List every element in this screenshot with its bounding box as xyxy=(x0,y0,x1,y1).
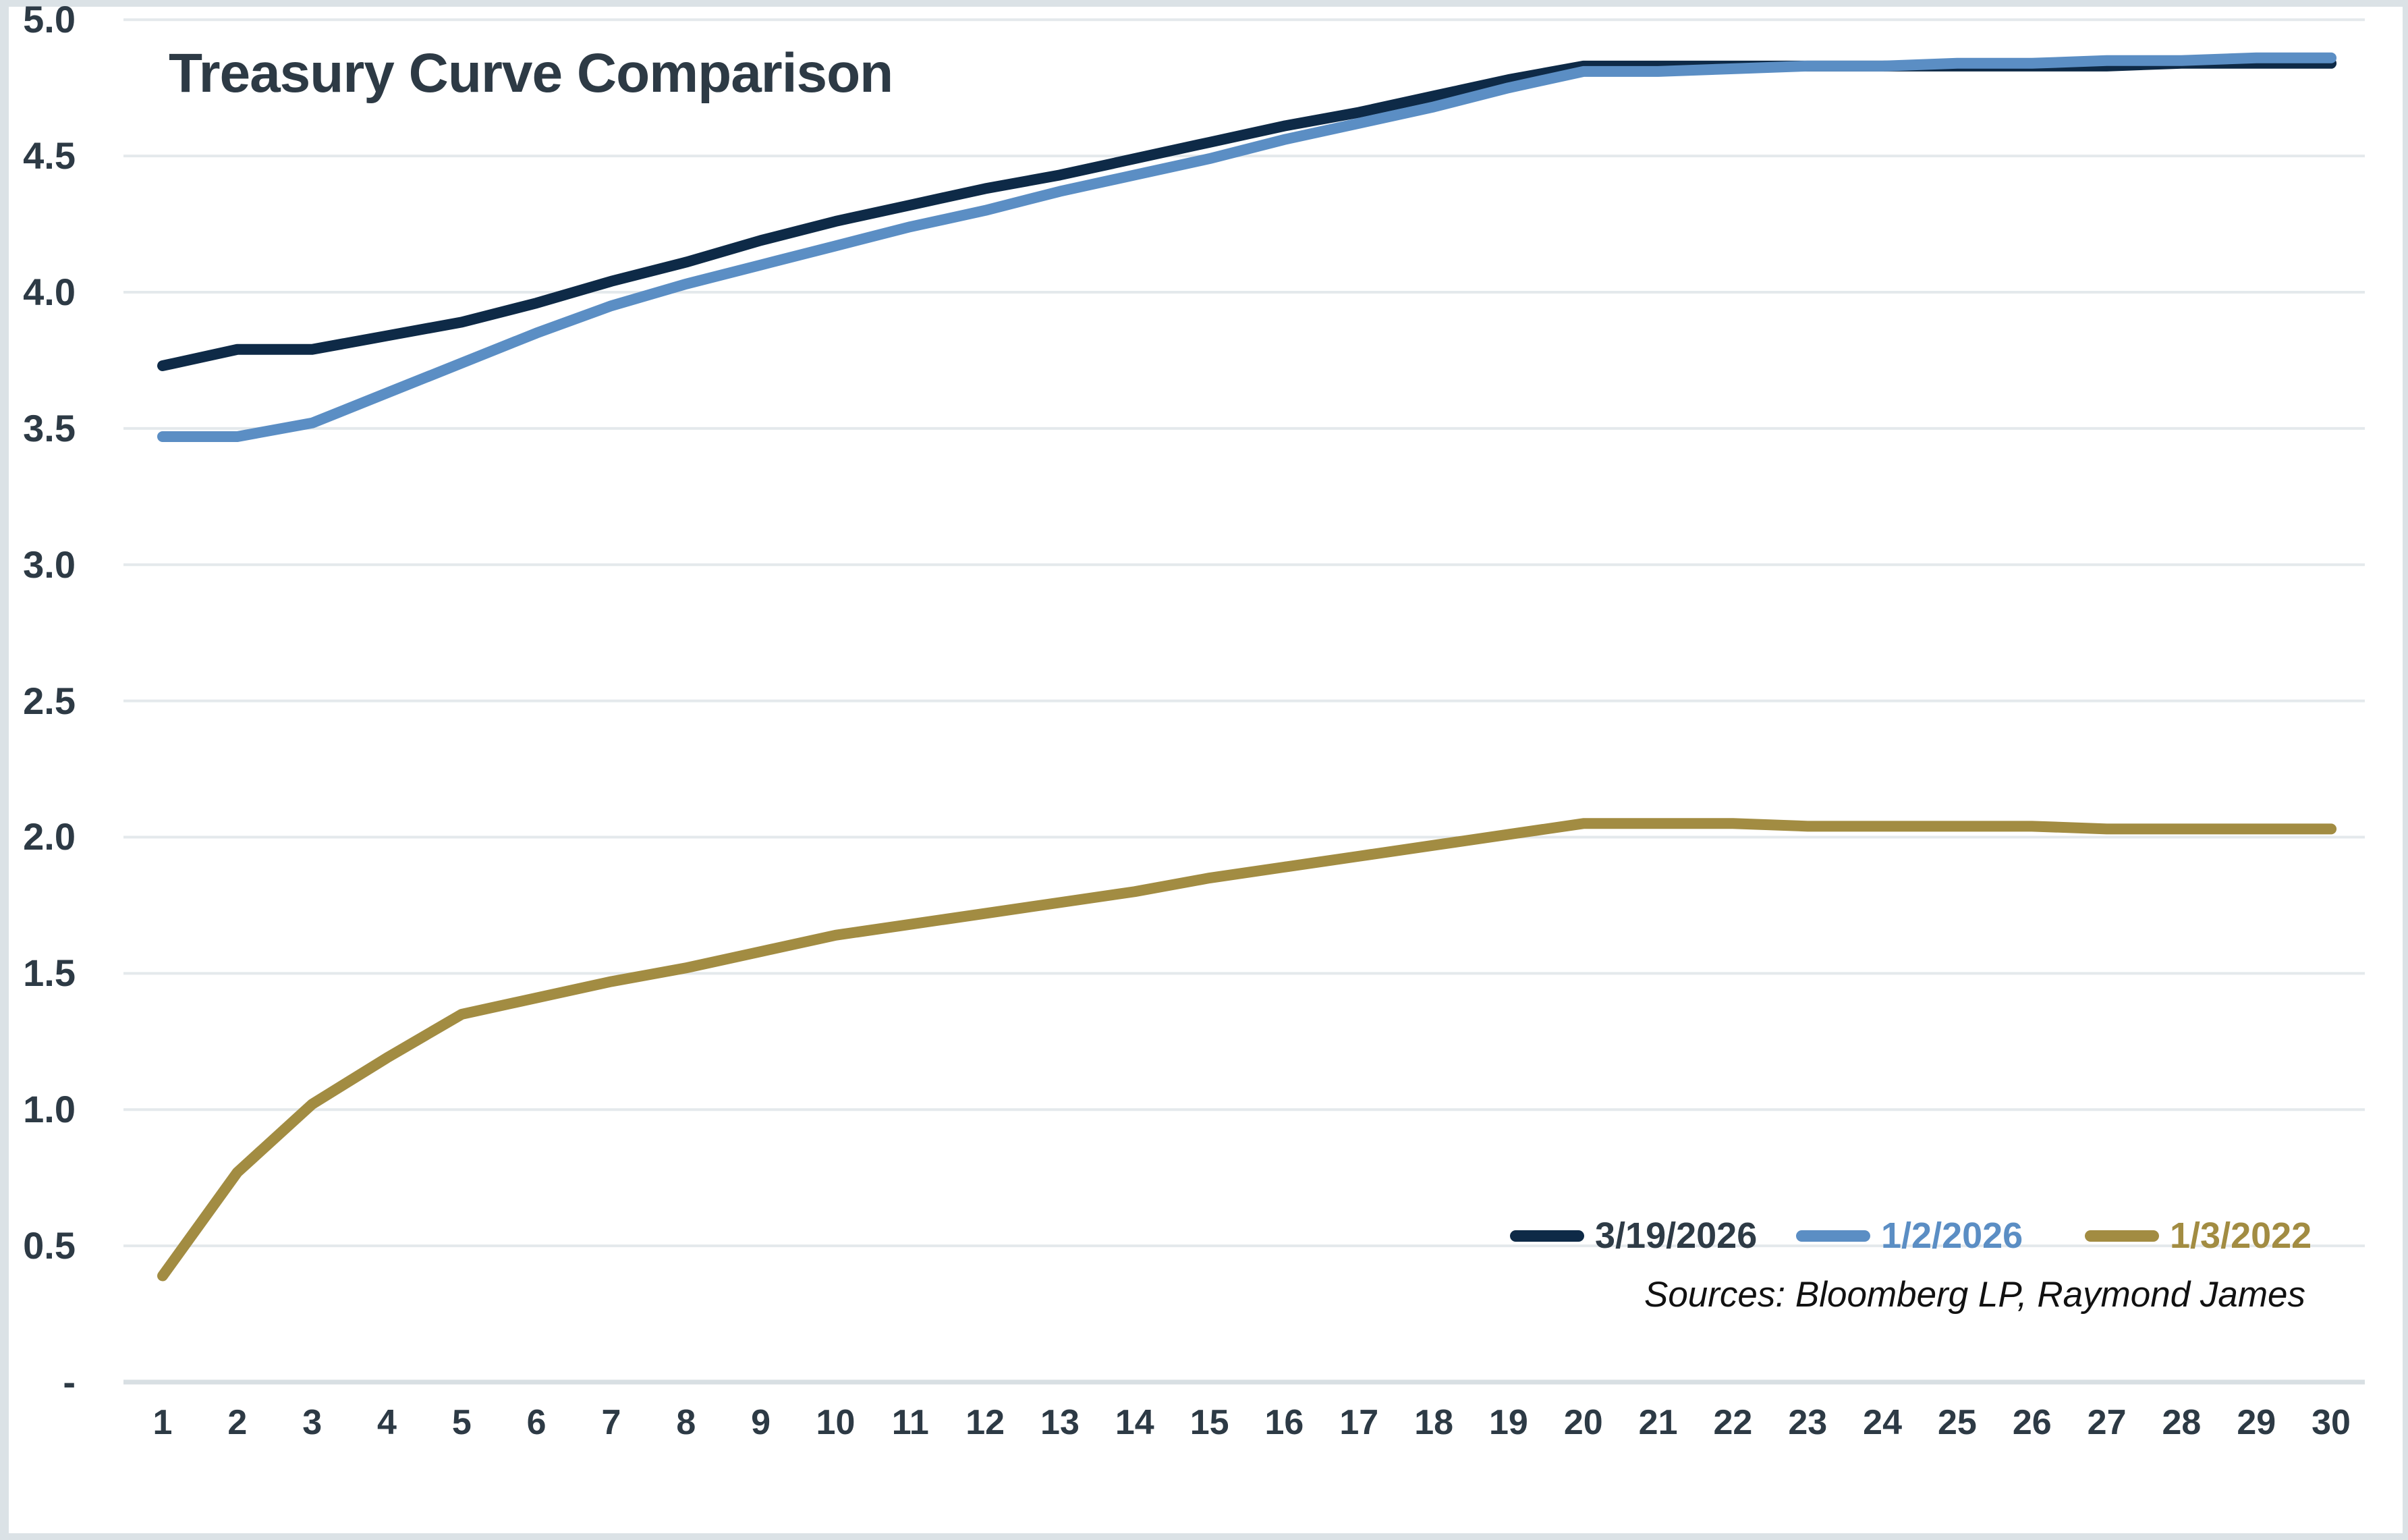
x-axis-label: 8 xyxy=(676,1403,696,1442)
y-axis-label: 5.0 xyxy=(23,0,76,41)
x-axis-label: 22 xyxy=(1713,1403,1753,1442)
legend-marker-navy xyxy=(1510,1230,1584,1242)
x-axis-label: 25 xyxy=(1937,1403,1977,1442)
x-axis-label: 20 xyxy=(1563,1403,1603,1442)
x-axis-label: 28 xyxy=(2162,1403,2202,1442)
y-axis-label: 4.5 xyxy=(23,134,76,177)
sources-note: Sources: Bloomberg LP, Raymond James xyxy=(1644,1275,2305,1315)
legend-marker-blue xyxy=(1796,1230,1870,1242)
x-axis-label: 14 xyxy=(1115,1403,1154,1442)
y-axis-label: 2.5 xyxy=(23,679,76,722)
x-axis-label: 18 xyxy=(1414,1403,1454,1442)
y-axis-label: 0.5 xyxy=(23,1224,76,1267)
x-axis-label: 11 xyxy=(891,1403,929,1442)
x-axis-label: 10 xyxy=(816,1403,856,1442)
x-axis-label: 2 xyxy=(227,1403,248,1442)
x-axis-label: 24 xyxy=(1863,1403,1902,1442)
y-axis-label: - xyxy=(63,1360,76,1403)
x-axis-label: 15 xyxy=(1189,1403,1229,1442)
y-axis-label: 1.5 xyxy=(23,952,76,995)
x-axis-label: 9 xyxy=(751,1403,771,1442)
chart-surface xyxy=(9,7,2403,1533)
x-axis-label: 21 xyxy=(1638,1403,1678,1442)
x-axis-label: 3 xyxy=(302,1403,323,1442)
x-axis-label: 12 xyxy=(965,1403,1005,1442)
y-axis-label: 3.5 xyxy=(23,406,76,449)
y-axis-label: 1.0 xyxy=(23,1088,76,1131)
y-axis-label: 2.0 xyxy=(23,815,76,858)
y-axis-label: 4.0 xyxy=(23,270,76,313)
series-line-3/19/2026 xyxy=(157,57,2337,371)
legend-item-1: 3/19/2026 xyxy=(1510,1215,1757,1257)
x-axis-label: 26 xyxy=(2012,1403,2052,1442)
x-axis-label: 1 xyxy=(152,1403,173,1442)
series-line-1/3/2022 xyxy=(157,818,2337,1282)
x-axis-label: 17 xyxy=(1339,1403,1379,1442)
series-line-1/2/2026 xyxy=(157,52,2337,442)
x-axis-label: 13 xyxy=(1040,1403,1080,1442)
legend-marker-gold xyxy=(2085,1230,2159,1242)
legend-item-2: 1/2/2026 xyxy=(1796,1215,2023,1257)
x-axis-label: 7 xyxy=(601,1403,621,1442)
x-axis-label: 23 xyxy=(1788,1403,1828,1442)
x-axis-label: 6 xyxy=(526,1403,547,1442)
legend-label: 1/2/2026 xyxy=(1881,1215,2023,1256)
x-axis-label: 4 xyxy=(377,1403,397,1442)
legend-label: 3/19/2026 xyxy=(1595,1215,1758,1256)
x-axis-label: 29 xyxy=(2237,1403,2276,1442)
legend-item-3: 1/3/2022 xyxy=(2085,1215,2312,1257)
x-axis-label: 16 xyxy=(1264,1403,1304,1442)
x-axis-label: 5 xyxy=(451,1403,472,1442)
chart-title: Treasury Curve Comparison xyxy=(169,43,893,104)
x-axis-label: 30 xyxy=(2312,1403,2351,1442)
y-axis-label: 3.0 xyxy=(23,543,76,586)
legend-label: 1/3/2022 xyxy=(2170,1215,2312,1256)
x-axis-label: 19 xyxy=(1489,1403,1528,1442)
x-axis-label: 27 xyxy=(2087,1403,2127,1442)
